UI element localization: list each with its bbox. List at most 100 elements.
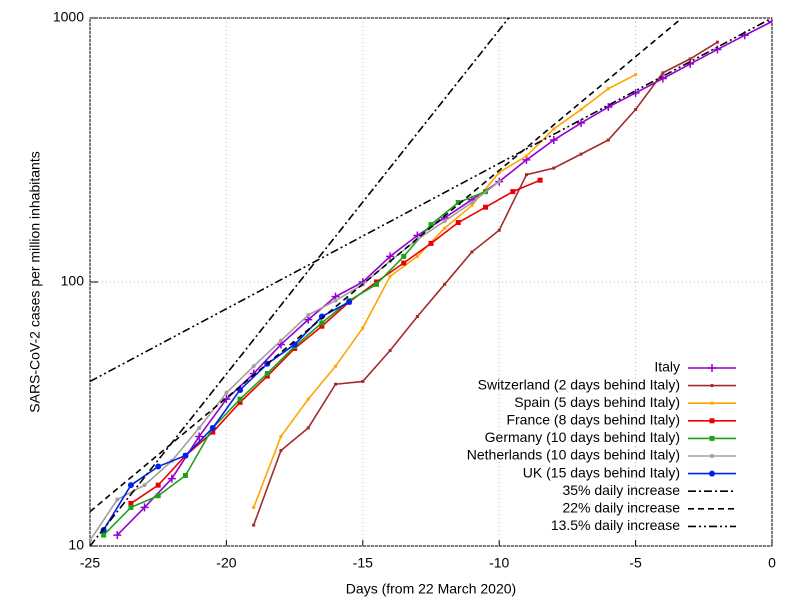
x-tick-label: -25 bbox=[80, 555, 100, 571]
marker bbox=[577, 119, 586, 128]
marker bbox=[128, 500, 134, 506]
marker bbox=[237, 396, 243, 402]
marker bbox=[497, 228, 501, 232]
marker bbox=[333, 298, 338, 303]
marker bbox=[251, 364, 256, 369]
marker bbox=[373, 281, 379, 287]
marker bbox=[428, 222, 434, 228]
y-axis-label: SARS-CoV-2 cases per million inhabitants bbox=[27, 151, 43, 412]
marker bbox=[237, 399, 243, 405]
marker bbox=[264, 371, 270, 377]
marker bbox=[483, 204, 489, 210]
marker bbox=[634, 108, 638, 112]
marker bbox=[709, 418, 715, 424]
marker bbox=[713, 45, 722, 54]
marker bbox=[346, 298, 353, 305]
marker bbox=[167, 474, 176, 483]
marker bbox=[388, 349, 392, 353]
marker bbox=[552, 127, 556, 131]
marker bbox=[127, 482, 134, 489]
marker bbox=[537, 177, 543, 183]
marker bbox=[90, 538, 92, 543]
marker bbox=[442, 219, 447, 224]
marker bbox=[606, 87, 610, 91]
x-tick-label: -10 bbox=[489, 555, 509, 571]
marker bbox=[443, 226, 447, 230]
legend-label: Switzerland (2 days behind Italy) bbox=[478, 376, 680, 392]
series-layer bbox=[90, 18, 772, 546]
marker bbox=[252, 523, 256, 527]
marker bbox=[128, 504, 134, 510]
marker bbox=[709, 470, 715, 477]
series-line bbox=[90, 180, 500, 541]
marker bbox=[142, 483, 147, 488]
marker bbox=[361, 379, 365, 383]
y-tick-label: 1000 bbox=[53, 9, 84, 25]
x-tick-label: -5 bbox=[629, 555, 642, 571]
marker bbox=[710, 384, 714, 388]
marker bbox=[155, 482, 161, 488]
marker bbox=[334, 364, 338, 368]
marker bbox=[306, 397, 310, 401]
marker bbox=[658, 74, 667, 83]
marker bbox=[470, 250, 474, 254]
legend-label: UK (15 days behind Italy) bbox=[523, 464, 680, 480]
marker bbox=[470, 203, 474, 207]
marker bbox=[224, 390, 229, 395]
marker bbox=[334, 382, 338, 386]
series-line bbox=[252, 41, 718, 526]
marker bbox=[469, 200, 474, 205]
legend-label: France (8 days behind Italy) bbox=[506, 412, 680, 428]
marker bbox=[279, 449, 283, 453]
marker bbox=[710, 401, 714, 405]
marker bbox=[552, 166, 556, 170]
marker bbox=[661, 71, 665, 75]
series-line bbox=[103, 190, 486, 536]
marker bbox=[361, 326, 365, 330]
marker bbox=[497, 179, 502, 184]
marker bbox=[319, 323, 325, 329]
marker bbox=[101, 532, 107, 538]
marker bbox=[182, 452, 189, 459]
marker bbox=[606, 138, 610, 142]
series-line bbox=[130, 179, 541, 505]
grid: -25 -20 -15 -10 -5 0 10 100 1000 bbox=[53, 9, 776, 571]
marker bbox=[155, 463, 162, 470]
marker bbox=[195, 432, 204, 441]
x-tick-label: 0 bbox=[768, 555, 776, 571]
legend-label: 35% daily increase bbox=[562, 482, 680, 498]
legend-label: Spain (5 days behind Italy) bbox=[514, 394, 680, 410]
marker bbox=[428, 240, 434, 246]
marker bbox=[708, 364, 716, 372]
marker bbox=[278, 338, 283, 343]
marker bbox=[549, 136, 558, 145]
legend-label: 22% daily increase bbox=[562, 500, 680, 516]
x-tick-label: -15 bbox=[353, 555, 373, 571]
marker bbox=[510, 189, 516, 195]
x-tick-label: -20 bbox=[216, 555, 236, 571]
marker bbox=[197, 425, 202, 430]
marker bbox=[443, 282, 447, 286]
marker bbox=[252, 505, 256, 509]
marker bbox=[455, 220, 461, 226]
series-line bbox=[90, 18, 510, 546]
marker bbox=[264, 373, 270, 379]
y-tick-label: 10 bbox=[68, 537, 84, 553]
marker bbox=[115, 497, 120, 502]
marker bbox=[715, 40, 719, 44]
legend-label: 13.5% daily increase bbox=[551, 517, 680, 533]
marker bbox=[497, 170, 501, 174]
y-tick-label: 100 bbox=[61, 273, 85, 289]
marker bbox=[710, 454, 714, 458]
series-line bbox=[90, 18, 683, 513]
marker bbox=[579, 152, 583, 156]
marker bbox=[304, 315, 313, 324]
marker bbox=[524, 173, 528, 177]
marker bbox=[768, 18, 772, 26]
marker bbox=[306, 312, 311, 317]
marker bbox=[634, 73, 638, 77]
marker bbox=[688, 57, 692, 61]
series-line bbox=[90, 18, 772, 383]
marker bbox=[709, 435, 715, 441]
